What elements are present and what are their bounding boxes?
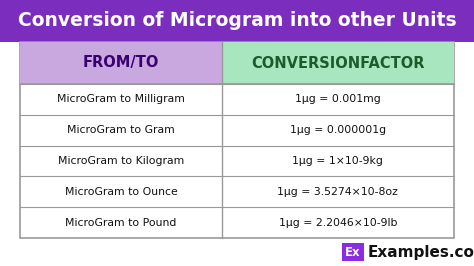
Text: MicroGram to Ounce: MicroGram to Ounce [64,187,177,197]
Text: 1μg = 0.000001g: 1μg = 0.000001g [290,125,386,135]
Text: MicroGram to Milligram: MicroGram to Milligram [57,94,185,104]
FancyBboxPatch shape [20,42,454,238]
FancyBboxPatch shape [342,243,364,261]
Text: Conversion of Microgram into other Units: Conversion of Microgram into other Units [18,11,456,31]
FancyBboxPatch shape [222,42,454,84]
Text: MicroGram to Pound: MicroGram to Pound [65,218,177,228]
Text: MicroGram to Gram: MicroGram to Gram [67,125,175,135]
Text: FROM/TO: FROM/TO [83,56,159,70]
Text: 1μg = 1×10-9kg: 1μg = 1×10-9kg [292,156,383,166]
Text: 1μg = 0.001mg: 1μg = 0.001mg [295,94,381,104]
Text: 1μg = 2.2046×10-9lb: 1μg = 2.2046×10-9lb [279,218,397,228]
Text: MicroGram to Kilogram: MicroGram to Kilogram [58,156,184,166]
Text: 1μg = 3.5274×10-8oz: 1μg = 3.5274×10-8oz [277,187,398,197]
FancyBboxPatch shape [20,42,222,84]
Text: CONVERSIONFACTOR: CONVERSIONFACTOR [251,56,425,70]
Text: Examples.com: Examples.com [368,244,474,260]
FancyBboxPatch shape [0,0,474,42]
Text: Ex: Ex [345,246,361,259]
